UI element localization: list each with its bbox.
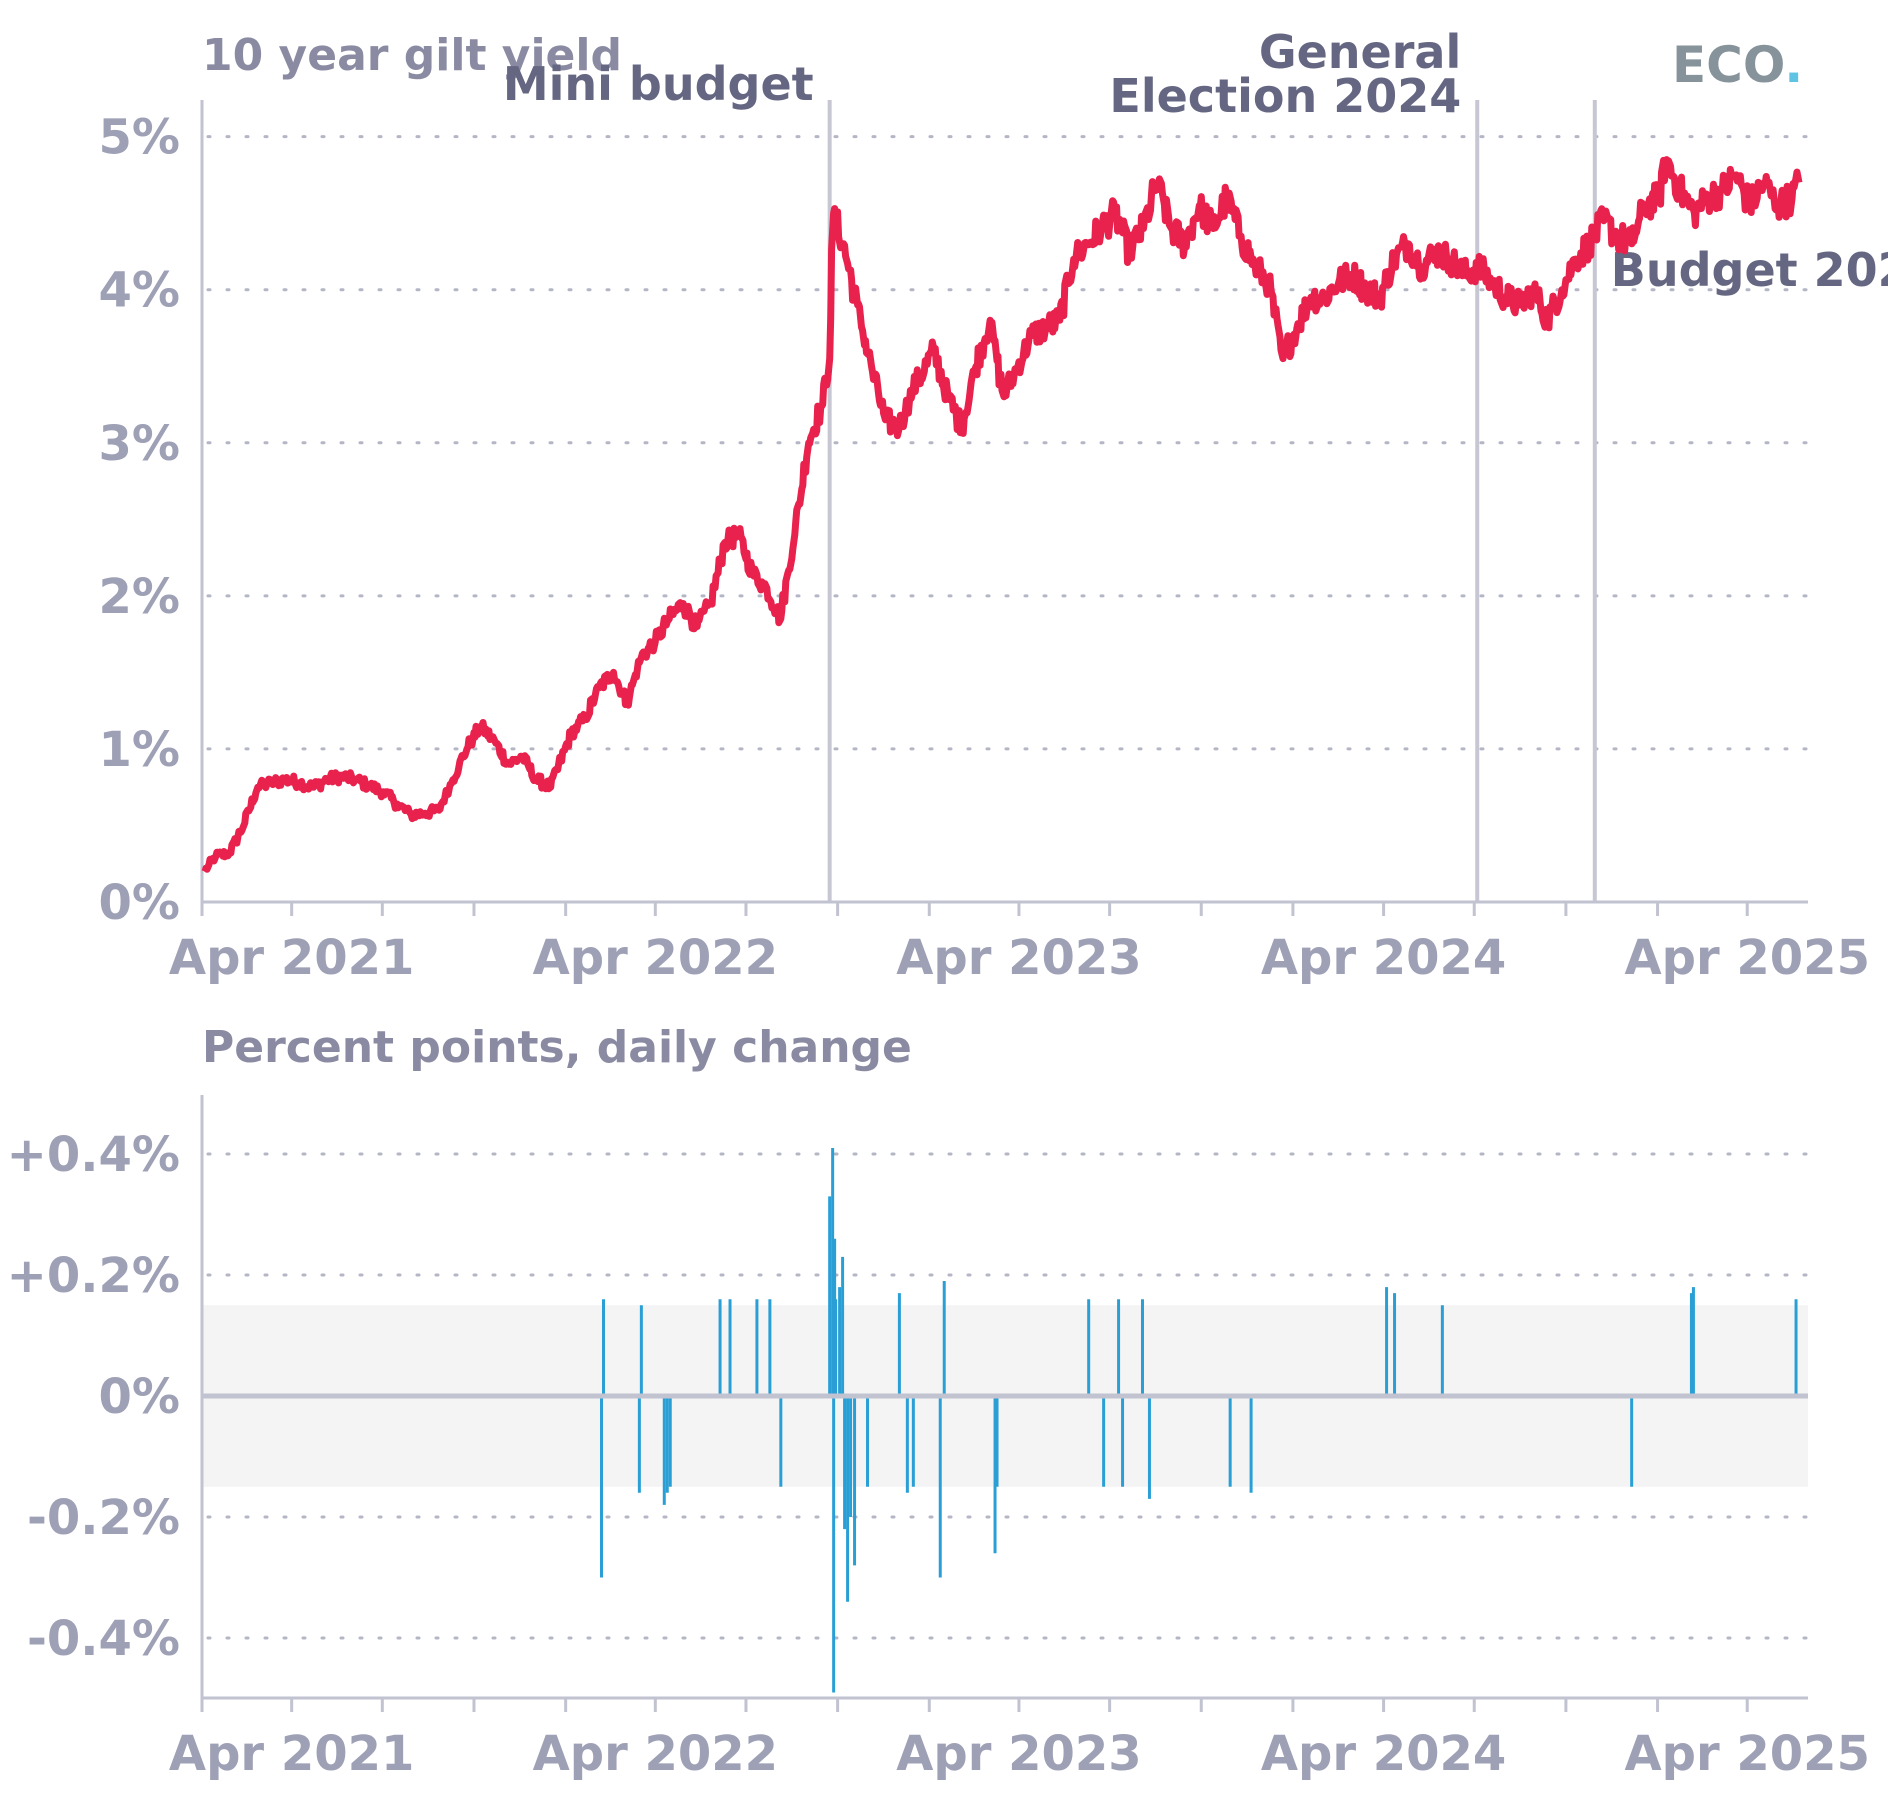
daily-change-bar-chart: -0.4% -0.2% 0% +0.2% +0.4% Apr 2021 Apr 2022 Ap… [7,1095,1870,1782]
svg-text:ECO.: ECO. [1672,36,1803,94]
top-y-tick-label: 3% [99,416,181,472]
eco-logo: ECO. [1672,36,1803,94]
bottom-y-tick-label: 0% [99,1369,181,1425]
bottom-y-tick-label: -0.4% [27,1611,180,1667]
bottom-chart-title: Percent points, daily change [202,1022,912,1073]
top-x-tick-label: Apr 2022 [533,930,778,986]
bottom-y-tick-label: -0.2% [27,1490,180,1546]
eco-logo-dot: . [1784,36,1803,94]
bottom-y-tick-label: +0.2% [7,1248,180,1304]
bottom-x-tick-label: Apr 2022 [533,1726,778,1782]
annotation-budget-2024: Budget 2024 [1611,243,1888,297]
bottom-x-tick-label: Apr 2021 [169,1726,414,1782]
bottom-x-tick-label: Apr 2023 [896,1726,1141,1782]
top-x-tick-label: Apr 2021 [169,930,414,986]
annotation-general-election-2024: Election 2024 [1109,69,1461,123]
top-x-tick-label: Apr 2025 [1624,930,1869,986]
annotation-mini-budget: Mini budget [503,57,814,111]
top-y-tick-label: 2% [99,569,181,625]
bottom-x-tick-label: Apr 2025 [1624,1726,1869,1782]
top-x-tick-label: Apr 2023 [896,930,1141,986]
eco-logo-text: ECO [1672,36,1784,94]
top-y-tick-label: 5% [99,110,181,166]
bottom-x-tick-label: Apr 2024 [1261,1726,1506,1782]
top-x-tick-label: Apr 2024 [1261,930,1506,986]
top-y-tick-label: 0% [99,875,181,931]
top-y-tick-label: 4% [99,263,181,319]
yield-series-line [205,160,1799,872]
bottom-y-tick-label: +0.4% [7,1127,180,1183]
top-y-tick-label: 1% [99,722,181,778]
